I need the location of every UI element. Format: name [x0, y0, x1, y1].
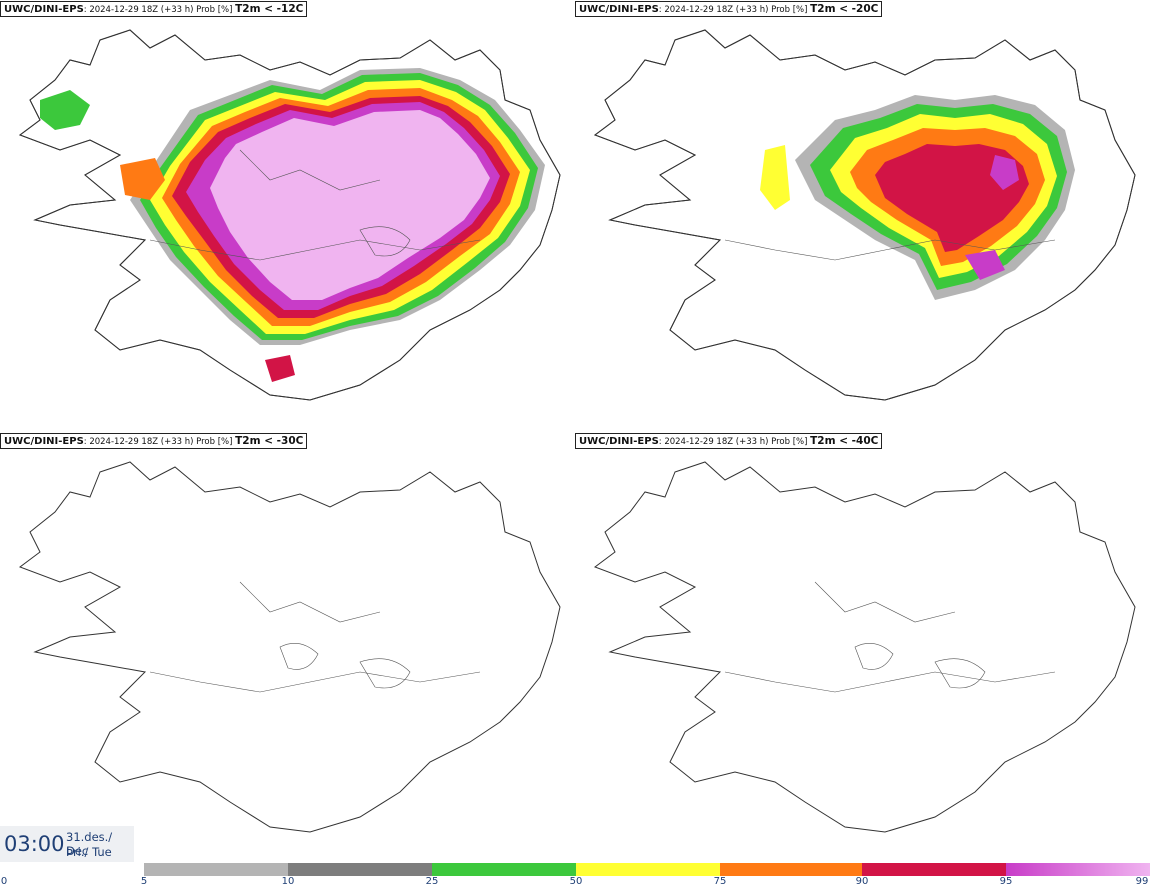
colorbar-tick: 90 — [855, 876, 869, 887]
colorbar-segment — [720, 863, 862, 876]
colorbar-tick: 50 — [569, 876, 583, 887]
valid-time: 03:00 — [4, 832, 65, 856]
timestamp-box: 03:00 31.des./ Dec Þri./ Tue — [0, 826, 134, 862]
colorbar-tick: 10 — [281, 876, 295, 887]
colorbar — [144, 863, 1150, 876]
colorbar-tick: 99 — [1135, 876, 1149, 887]
colorbar-tick: 5 — [140, 876, 148, 887]
map-panel-3: UWC/DINI-EPS: 2024-12-29 18Z (+33 h) Pro… — [0, 432, 575, 864]
colorbar-segment — [144, 863, 288, 876]
colorbar-tick: 0 — [0, 876, 8, 887]
colorbar-tick: 75 — [713, 876, 727, 887]
colorbar-tick: 95 — [999, 876, 1013, 887]
panel-title: UWC/DINI-EPS: 2024-12-29 18Z (+33 h) Pro… — [0, 1, 308, 17]
colorbar-segment — [432, 863, 576, 876]
colorbar-segment — [576, 863, 720, 876]
iceland-map-4 — [594, 461, 1136, 833]
panel-title: UWC/DINI-EPS: 2024-12-29 18Z (+33 h) Pro… — [575, 1, 883, 17]
panel-title: UWC/DINI-EPS: 2024-12-29 18Z (+33 h) Pro… — [575, 433, 883, 449]
colorbar-segment — [1006, 863, 1150, 876]
iceland-map-2 — [594, 29, 1136, 401]
iceland-map-1 — [19, 29, 561, 401]
map-panel-4: UWC/DINI-EPS: 2024-12-29 18Z (+33 h) Pro… — [575, 432, 1150, 864]
panel-title: UWC/DINI-EPS: 2024-12-29 18Z (+33 h) Pro… — [0, 433, 308, 449]
valid-weekday: Þri./ Tue — [66, 845, 112, 859]
colorbar-tick: 25 — [425, 876, 439, 887]
map-panel-2: UWC/DINI-EPS: 2024-12-29 18Z (+33 h) Pro… — [575, 0, 1150, 432]
colorbar-segment — [862, 863, 1006, 876]
map-panel-1: UWC/DINI-EPS: 2024-12-29 18Z (+33 h) Pro… — [0, 0, 575, 432]
iceland-map-3 — [19, 461, 561, 833]
colorbar-segment — [288, 863, 432, 876]
valid-date: 31.des./ Dec — [66, 830, 113, 858]
